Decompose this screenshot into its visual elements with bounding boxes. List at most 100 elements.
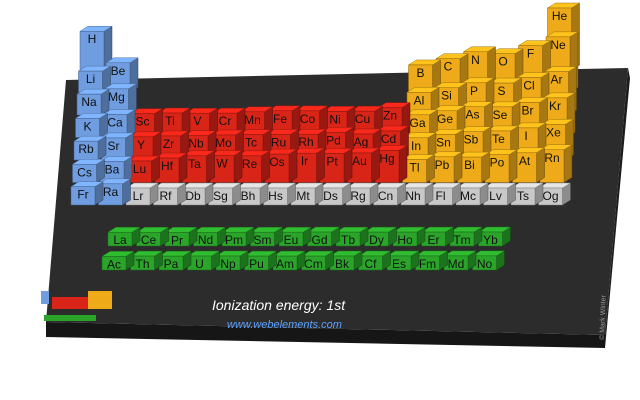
element-cell-cf[interactable]: Cf [357,250,392,271]
element-cell-tm[interactable]: Tm [449,226,483,247]
element-cell-hs[interactable]: Hs [262,182,297,206]
caption-url[interactable]: www.webelements.com [227,319,342,331]
element-symbol: In [411,139,421,153]
element-cell-cs[interactable]: Cs [71,158,106,183]
element-cell-yb[interactable]: Yb [477,226,512,247]
element-cell-ho[interactable]: Ho [392,226,426,247]
element-cell-re[interactable]: Re [236,150,271,183]
cell-side-face [371,147,380,183]
element-symbol: Po [490,156,505,170]
element-cell-ba[interactable]: Ba [99,156,133,183]
element-cell-nd[interactable]: Nd [192,226,227,247]
element-cell-rn[interactable]: Rn [539,144,573,183]
element-symbol: Md [448,257,465,271]
element-cell-ce[interactable]: Ce [135,226,170,247]
element-symbol: Sc [135,115,149,129]
element-cell-mt[interactable]: Mt [290,182,324,206]
element-cell-sg[interactable]: Sg [207,182,242,206]
element-cell-sr[interactable]: Sr [100,132,135,161]
element-cell-lv[interactable]: Lv [482,182,517,206]
element-cell-ac[interactable]: Ac [101,250,135,271]
element-cell-na[interactable]: Na [76,88,110,116]
element-cell-hg[interactable]: Hg [374,144,408,183]
element-cell-u[interactable]: U [186,250,221,271]
element-symbol: S [497,84,505,98]
element-cell-mg[interactable]: Mg [103,83,138,116]
element-symbol: O [498,55,507,69]
element-cell-md[interactable]: Md [443,250,477,271]
element-cell-at[interactable]: At [511,147,546,183]
element-cell-fr[interactable]: Fr [70,181,104,206]
element-cell-bk[interactable]: Bk [329,250,363,271]
element-cell-lr[interactable]: Lr [125,182,159,206]
element-cell-th[interactable]: Th [129,250,164,271]
element-cell-pu[interactable]: Pu [243,250,278,271]
element-cell-og[interactable]: Og [537,182,572,206]
element-cell-np[interactable]: Np [215,250,249,271]
element-cell-lu[interactable]: Lu [126,155,161,183]
element-cell-cm[interactable]: Cm [300,250,335,271]
element-cell-ir[interactable]: Ir [291,147,326,183]
element-cell-ts[interactable]: Ts [510,182,544,206]
element-cell-li[interactable]: Li [77,65,112,93]
element-cell-pb[interactable]: Pb [429,151,463,183]
element-cell-k[interactable]: K [74,112,109,138]
element-cell-gd[interactable]: Gd [306,226,341,247]
element-cell-al[interactable]: Al [406,86,440,116]
element-cell-dy[interactable]: Dy [363,226,398,247]
element-cell-ds[interactable]: Ds [317,182,352,206]
element-symbol: Nd [198,233,213,247]
element-cell-rg[interactable]: Rg [345,182,379,206]
element-cell-sc[interactable]: Sc [129,108,164,138]
element-cell-bh[interactable]: Bh [235,182,269,206]
element-cell-ra[interactable]: Ra [97,178,132,206]
element-cell-mc[interactable]: Mc [455,182,489,206]
element-symbol: Mt [296,189,310,203]
element-cell-h[interactable]: H [79,25,113,71]
element-symbol: He [552,9,568,23]
element-cell-ta[interactable]: Ta [181,150,216,183]
element-cell-pr[interactable]: Pr [164,226,198,247]
element-cell-pm[interactable]: Pm [221,226,255,247]
element-symbol: Sr [108,139,120,153]
cell-side-face [563,144,573,183]
cell-front-face [70,186,96,206]
element-cell-la[interactable]: La [107,226,141,247]
element-symbol: Y [137,138,145,152]
element-cell-db[interactable]: Db [180,182,214,206]
element-cell-nb[interactable]: Nb [183,130,217,161]
element-cell-po[interactable]: Po [484,149,518,183]
element-cell-am[interactable]: Am [272,250,306,271]
element-cell-cn[interactable]: Cn [372,182,407,206]
element-cell-rf[interactable]: Rf [152,182,187,206]
element-cell-hf[interactable]: Hf [154,152,188,183]
element-cell-es[interactable]: Es [386,250,420,271]
element-cell-fm[interactable]: Fm [414,250,449,271]
element-cell-no[interactable]: No [471,250,506,271]
element-symbol: Pt [326,154,338,168]
element-cell-fl[interactable]: Fl [427,182,462,206]
element-symbol: Xe [546,125,561,139]
element-cell-eu[interactable]: Eu [278,226,312,247]
element-cell-ga[interactable]: Ga [404,109,439,138]
element-cell-au[interactable]: Au [346,147,381,183]
element-cell-sm[interactable]: Sm [249,226,284,247]
element-symbol: Cl [523,79,534,93]
element-symbol: Ds [323,189,338,203]
element-symbol: Ts [517,189,529,203]
element-symbol: Ir [301,154,308,168]
element-cell-y[interactable]: Y [128,131,162,161]
element-cell-pa[interactable]: Pa [158,250,192,271]
element-cell-w[interactable]: W [209,150,243,183]
element-cell-nh[interactable]: Nh [400,182,434,206]
element-cell-rb[interactable]: Rb [73,135,107,161]
element-cell-tb[interactable]: Tb [335,226,369,247]
element-symbol: F [527,47,534,61]
element-cell-pt[interactable]: Pt [319,147,353,183]
element-cell-os[interactable]: Os [264,148,298,183]
element-cell-er[interactable]: Er [420,226,455,247]
element-cell-b[interactable]: B [407,59,442,93]
element-cell-tl[interactable]: Tl [401,154,436,183]
element-cell-bi[interactable]: Bi [456,151,491,183]
